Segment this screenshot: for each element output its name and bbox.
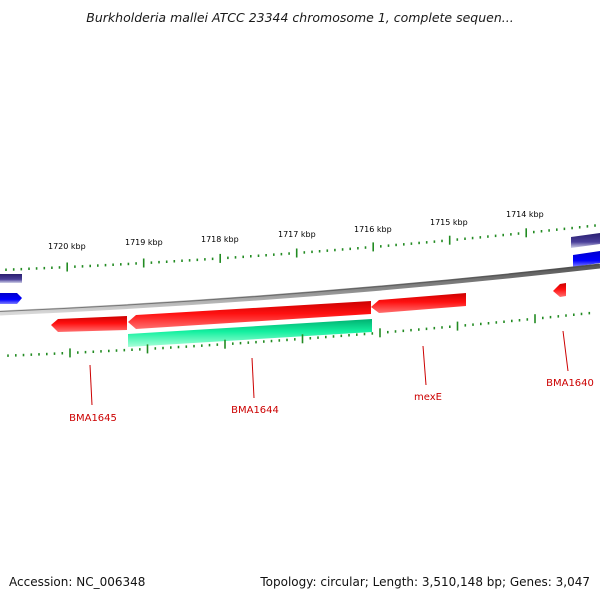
gene-feature-green[interactable] <box>128 319 372 347</box>
gene-feature-mexe[interactable] <box>371 293 466 313</box>
upper-ruler <box>5 224 596 272</box>
lower-ruler <box>7 311 591 358</box>
gene-feature-navy[interactable] <box>571 233 600 248</box>
gene-label-bma1640[interactable]: BMA1640 <box>546 378 594 389</box>
ruler-labels: 1720 kbp 1719 kbp 1718 kbp 1717 kbp 1716… <box>48 210 544 251</box>
ruler-tick-label: 1714 kbp <box>506 210 544 219</box>
map-title: Burkholderia mallei ATCC 23344 chromosom… <box>86 10 514 25</box>
gene-labels: BMA1645 BMA1644 mexE BMA1640 <box>69 378 594 424</box>
genome-backbone <box>0 263 600 316</box>
gene-label-mexe[interactable]: mexE <box>414 392 442 403</box>
gene-label-bma1645[interactable]: BMA1645 <box>69 413 117 424</box>
ruler-tick-label: 1718 kbp <box>201 235 239 244</box>
genome-stats-label: Topology: circular; Length: 3,510,148 bp… <box>260 575 590 589</box>
gene-feature-blue-left[interactable] <box>0 293 22 304</box>
gene-label-bma1644[interactable]: BMA1644 <box>231 405 279 416</box>
ruler-tick-label: 1717 kbp <box>278 230 316 239</box>
gene-feature-bma1640[interactable] <box>553 283 566 297</box>
gene-feature-bma1644[interactable] <box>128 301 371 329</box>
gene-feature-blue-right[interactable] <box>573 251 600 267</box>
accession-label: Accession: NC_006348 <box>9 575 146 589</box>
ruler-tick-label: 1716 kbp <box>354 225 392 234</box>
gene-label-leaders <box>89 330 569 406</box>
ruler-tick-label: 1720 kbp <box>48 242 86 251</box>
gene-feature-bma1645[interactable] <box>51 316 127 332</box>
gene-feature-navy-left[interactable] <box>0 274 22 283</box>
ruler-tick-label: 1715 kbp <box>430 218 468 227</box>
ruler-tick-label: 1719 kbp <box>125 238 163 247</box>
